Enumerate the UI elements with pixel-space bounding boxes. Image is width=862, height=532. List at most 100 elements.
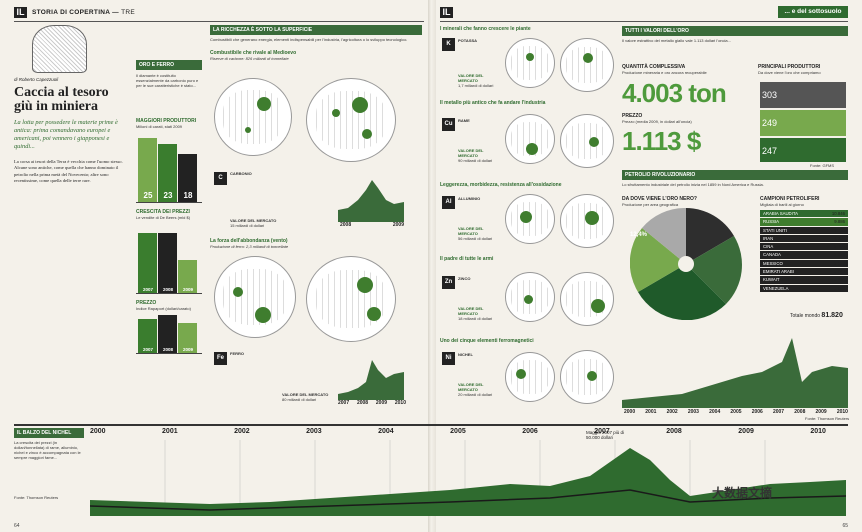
- nickel-name: NICHEL: [458, 352, 473, 357]
- potassa-block: POTASSA VALORE DEL MERCATO 1,7 miliardi di…: [458, 38, 494, 88]
- nickel-year: 2008: [666, 428, 682, 435]
- oil-year: 2010: [836, 409, 848, 415]
- map-dot: [585, 211, 599, 225]
- watermark: 大数据文摘: [712, 486, 773, 500]
- nickel-strip: IL BALZO DEL NICHEL La crescita dei prez…: [14, 424, 848, 516]
- producer-value-2: 249: [762, 118, 778, 128]
- map-copper-2: [560, 114, 614, 168]
- aluminium-block: ALLUMINIO VALORE DEL MERCATO 56 miliardi d…: [458, 196, 493, 241]
- nickel-year: 2001: [162, 428, 178, 435]
- map-dot: [255, 307, 271, 323]
- country-row: STATI UNITI 6.736: [760, 226, 848, 234]
- map-aluminium-2: [560, 194, 614, 248]
- min-sec5: Uno dei cinque elementi ferromagnetici: [440, 338, 534, 344]
- country-row: IRAN 4.325: [760, 234, 848, 243]
- oil-text: Lo sfruttamento industriale del petrolio…: [622, 182, 764, 187]
- country-value: 3.238: [834, 252, 845, 258]
- year-label-2008: 2008: [162, 287, 173, 292]
- nickel-years: 2000 2001 2002 2003 2004 2005 2006 2007 …: [90, 428, 846, 438]
- list-title: CAMPIONI PETROLIFERI: [760, 196, 820, 202]
- country-name: IRAN: [763, 235, 774, 241]
- country-value: 3.795: [834, 244, 845, 250]
- country-row: RUSSIA 9.886: [760, 218, 848, 226]
- producers-note: Da dove viene l'oro che compriamo: [758, 70, 821, 75]
- map-dot: [587, 371, 597, 381]
- ricchezza-section: LA RICCHEZZA È SOTTO LA SUPERFICIE Combu…: [210, 25, 422, 61]
- map-dot: [524, 295, 533, 304]
- sec1-note: Riserve di carbone: 826 miliardi di tonn…: [210, 56, 289, 61]
- map-aluminium-1: [505, 194, 555, 244]
- element-nickel: Ni: [442, 352, 455, 365]
- country-value: 10.846: [831, 211, 845, 216]
- price-note: Prezzo (media 2009, in dollari all'oncia…: [622, 119, 692, 124]
- aluminium-name: ALLUMINIO: [458, 196, 481, 201]
- nickel-peak-note: Maggio 2007 più di 50.000 dollari: [586, 430, 625, 440]
- map-dot: [245, 127, 251, 133]
- producers-stack: 303 249 247: [760, 82, 846, 162]
- map-dot: [526, 143, 538, 155]
- nickel-block: NICHEL VALORE DEL MERCATO 20 miliardi di d…: [458, 352, 493, 397]
- sec2-title: CRESCITA DEI PREZZI: [136, 209, 190, 215]
- potassa-value: 1,7 miliardi di dollari: [458, 83, 494, 88]
- section-name: STORIA DI COPERTINA: [32, 9, 111, 16]
- headline: Caccia al tesoro giù in miniera: [14, 85, 109, 114]
- oil-source: Fonte: Thomson Reuters: [805, 416, 850, 421]
- oil-total-value: 81.820: [821, 312, 843, 319]
- iron-price-chart: [338, 352, 404, 400]
- country-row: VENEZUELA 2.566: [760, 284, 848, 292]
- carbon-text: CARBONIO: [230, 171, 272, 215]
- nickel-area-chart: [90, 440, 846, 516]
- price-title: PREZZO: [622, 113, 643, 119]
- oil-panel: PETROLIO RIVOLUZIONARIO Lo sfruttamento …: [622, 170, 848, 198]
- zinc-name: ZINCO: [458, 276, 471, 281]
- producer-block-1: 303: [760, 82, 846, 108]
- oro-text: Il diamante è costituito essenzialmente …: [136, 73, 199, 88]
- country-row: ARABIA SAUDITA 10.846: [760, 210, 848, 218]
- minerali-column: I minerali che fanno crescere le piante: [440, 26, 616, 32]
- map-dot: [516, 369, 526, 379]
- oil-year: 2005: [730, 409, 742, 415]
- world-map-west: [214, 78, 292, 156]
- oil-chart-years: 2000 2001 2002 2003 2004 2005 2006 2007 …: [624, 409, 848, 415]
- header-rule: [14, 21, 424, 22]
- standfirst: La lotta per possedere le materie prime …: [14, 119, 118, 150]
- price-bar-1: [138, 319, 157, 353]
- magazine-logo: IL: [14, 7, 27, 18]
- map-nickel-1: [505, 352, 555, 402]
- price-year-2008: 2008: [162, 347, 173, 352]
- price-bar-3: [178, 323, 197, 353]
- section-tag: TRE: [121, 9, 135, 16]
- oro-subtitle: MAGGIORI PRODUTTORI: [136, 118, 197, 124]
- iron-year-2008: 2008: [356, 400, 369, 406]
- oil-country-list: ARABIA SAUDITA 10.846 RUSSIA 9.886 STATI U…: [760, 210, 848, 293]
- potassa-name: POTASSA: [458, 38, 478, 43]
- carbon-name: CARBONIO: [230, 171, 252, 176]
- element-potassa: K: [442, 38, 455, 51]
- iron-chart-svg: [338, 360, 404, 400]
- price-bar-chart: 2007 2008 2009: [136, 314, 202, 354]
- gold-quantity: QUANTITÀ COMPLESSIVA Produzione minerari…: [622, 64, 752, 157]
- map-dot: [526, 53, 534, 61]
- min-sec3: Leggerezza, morbidezza, resistenza all'o…: [440, 182, 562, 188]
- year-2008: 2008: [340, 222, 352, 228]
- bar-2008: [158, 233, 177, 293]
- oil-year: 2000: [624, 409, 636, 415]
- price-year-2007: 2007: [142, 347, 153, 352]
- country-value: 9.886: [834, 219, 845, 225]
- country-row: MESSICO 3.157: [760, 259, 848, 268]
- nickel-title: IL BALZO DEL NICHEL: [14, 428, 84, 438]
- oil-pie-chart: [630, 208, 742, 320]
- bar-russia: [158, 144, 177, 202]
- price-bar-2: [158, 315, 177, 353]
- map-dot: [332, 109, 340, 117]
- bar-labels: 25 23 18: [138, 191, 198, 200]
- country-value: 2.784: [834, 277, 845, 283]
- oil-chart-svg: [622, 338, 848, 408]
- list-note: Migliaia di barili al giorno: [760, 202, 804, 207]
- producer-block-3: 247: [760, 138, 846, 162]
- right-page-logo: IL: [440, 7, 453, 18]
- country-name: CINA: [763, 244, 774, 250]
- country-name: VENEZUELA: [763, 285, 789, 291]
- country-name: RUSSIA: [763, 219, 779, 225]
- iron-year-2009: 2009: [375, 400, 388, 406]
